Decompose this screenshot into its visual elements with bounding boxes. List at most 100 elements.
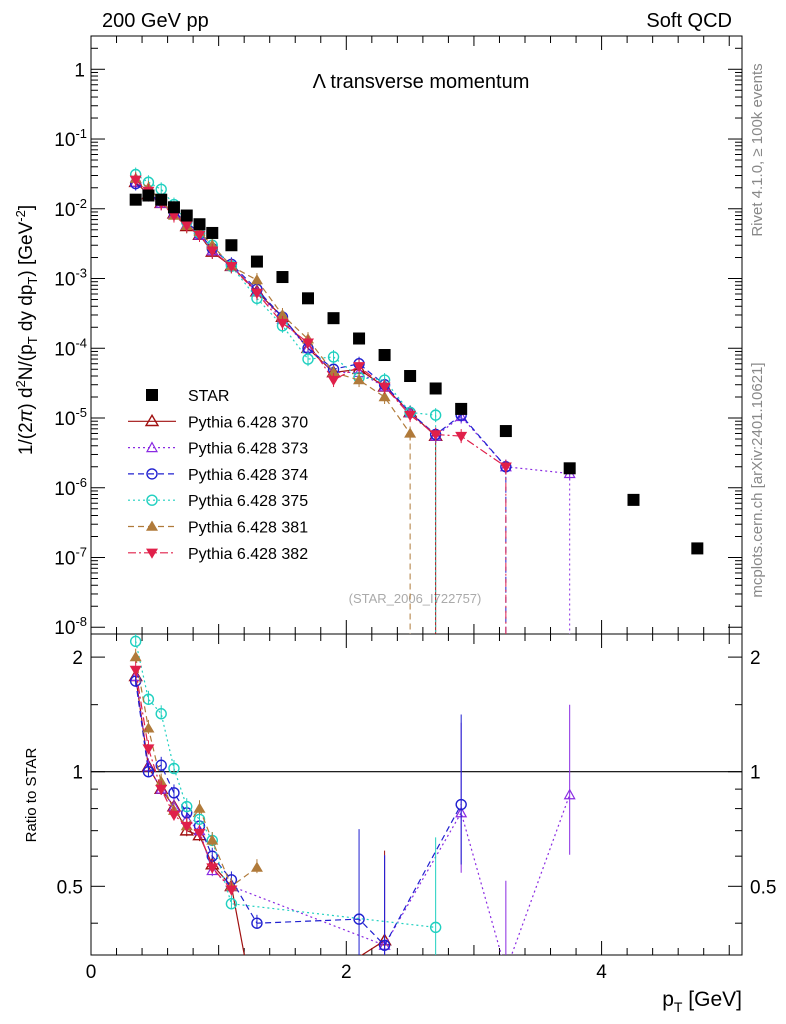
ratio-tick-label: 1: [72, 763, 83, 784]
ratio-tick-label: 2: [750, 648, 761, 669]
x-axis-label: pT [GeV]: [662, 988, 742, 1015]
star-data-point: [563, 462, 576, 475]
star-data-point: [167, 201, 180, 214]
data-point: [327, 366, 340, 377]
ratio-point: [353, 913, 365, 925]
header-category-label: Soft QCD: [646, 10, 732, 32]
ratio-point: [455, 798, 467, 811]
chart-title: Λ transverse momentum: [313, 71, 530, 93]
ratio-point: [180, 821, 193, 833]
star-data-point: [142, 189, 155, 202]
series-370: [128, 174, 443, 634]
data-point: [250, 274, 263, 285]
ratio-point: [193, 813, 206, 825]
legend-item: Pythia 6.428 375: [128, 493, 308, 510]
ratio-series-373: [129, 667, 576, 955]
legend-item: Pythia 6.428 373: [128, 441, 308, 458]
ratio-point: [142, 766, 155, 778]
data-point: [327, 351, 340, 363]
ratio-point: [251, 917, 263, 929]
ratio-plot-frame: [90, 633, 743, 956]
y-tick-label: 10-5: [54, 405, 87, 430]
ratio-point: [168, 762, 180, 775]
ratio-point: [129, 665, 142, 676]
ratio-line: [135, 681, 462, 947]
data-point: [404, 410, 417, 422]
ratio-point: [181, 800, 193, 813]
ratio-point: [206, 864, 219, 876]
svg-text:1/(2π) d2N/(pT dy dpT) [GeV-2: 1/(2π) d2N/(pT dy dpT) [GeV-2]: [13, 205, 40, 455]
data-point: [404, 427, 417, 438]
y-tick-label: 10-4: [54, 335, 87, 360]
data-point: [302, 353, 314, 365]
y-tick-label: 1: [74, 60, 85, 81]
ratio-point: [206, 863, 219, 874]
rivet-version-label: Rivet 4.1.0, ≥ 100k events: [749, 63, 766, 236]
data-point: [276, 318, 289, 330]
ratio-point: [168, 787, 180, 799]
ratio-point: [429, 921, 442, 934]
ratio-tick-label: 0.5: [750, 877, 776, 898]
legend-label: Pythia 6.428 381: [188, 520, 308, 537]
series-382: [129, 172, 512, 634]
data-point: [353, 362, 366, 373]
data-point: [378, 391, 391, 402]
ratio-point: [251, 1016, 263, 1024]
star-data-point: [455, 402, 468, 415]
legend-marker: [146, 468, 158, 480]
legend-item: Pythia 6.428 370: [128, 413, 308, 431]
star-data-point: [627, 493, 640, 506]
legend-label: Pythia 6.428 375: [188, 493, 308, 510]
legend-item: STAR: [146, 388, 229, 405]
ratio-point: [193, 802, 206, 813]
legend-item: Pythia 6.428 374: [128, 467, 308, 484]
data-point: [250, 288, 263, 299]
series-374: [129, 176, 512, 634]
legend-label: Pythia 6.428 374: [188, 467, 308, 484]
legend-item: Pythia 6.428 381: [128, 520, 308, 537]
ratio-point: [129, 651, 142, 662]
legend-item: Pythia 6.428 382: [128, 546, 308, 563]
data-point: [129, 175, 142, 186]
data-point: [225, 262, 238, 273]
legend-label: STAR: [188, 388, 229, 405]
star-data-point: [225, 239, 238, 252]
star-data-point: [691, 542, 704, 555]
star-data-point: [276, 271, 289, 284]
main-plot-frame: [90, 35, 743, 635]
series-375: [129, 167, 442, 634]
x-tick-label: 0: [86, 962, 97, 983]
legend-marker: [145, 441, 159, 453]
star-data-point: [206, 226, 219, 239]
legend-marker: [146, 389, 158, 401]
ratio-point: [225, 898, 238, 910]
legend-marker: [144, 413, 160, 427]
ratio-tick-label: 2: [72, 648, 83, 669]
data-point: [193, 230, 206, 242]
main-y-axis-label: 1/(2π) d2N/(pT dy dpT) [GeV-2]: [13, 205, 40, 455]
x-tick-label: 4: [596, 962, 607, 983]
ratio-plot-area: [128, 634, 576, 1024]
ratio-point: [167, 810, 180, 821]
ratio-point: [142, 744, 155, 755]
data-point: [302, 338, 314, 349]
legend-marker: [146, 548, 158, 559]
x-tick-label: 2: [341, 962, 352, 983]
ratio-point: [193, 828, 206, 840]
ratio-y-axis-label: Ratio to STAR: [23, 747, 40, 842]
data-point: [353, 374, 366, 385]
ratio-tick-label: 1: [750, 763, 761, 784]
star-data-point: [404, 370, 417, 383]
ratio-series-382: [129, 661, 238, 896]
legend-marker: [146, 494, 158, 506]
star-data-point: [327, 312, 340, 325]
y-tick-label: 10-8: [54, 614, 87, 639]
series-star: [129, 189, 704, 555]
data-point: [276, 308, 289, 320]
ratio-point: [250, 861, 263, 872]
ratio-point: [155, 759, 167, 771]
y-tick-label: 10-2: [54, 196, 87, 221]
data-point: [327, 375, 340, 387]
data-point: [378, 382, 391, 393]
